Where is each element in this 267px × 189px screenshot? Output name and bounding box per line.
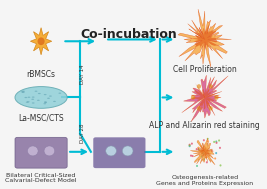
Ellipse shape xyxy=(15,87,67,108)
Ellipse shape xyxy=(203,139,205,141)
Ellipse shape xyxy=(205,156,207,158)
Ellipse shape xyxy=(53,101,56,102)
Ellipse shape xyxy=(197,106,201,111)
Text: Bilateral Critical-Sized
Calvarial-Defect Model: Bilateral Critical-Sized Calvarial-Defec… xyxy=(5,173,77,184)
FancyBboxPatch shape xyxy=(93,137,146,168)
Ellipse shape xyxy=(122,146,133,156)
Ellipse shape xyxy=(215,142,218,144)
Polygon shape xyxy=(190,23,218,51)
Ellipse shape xyxy=(49,95,52,97)
Polygon shape xyxy=(190,138,215,165)
Polygon shape xyxy=(30,28,52,55)
Ellipse shape xyxy=(189,144,191,146)
Text: Co-incubation: Co-incubation xyxy=(80,28,177,40)
Ellipse shape xyxy=(44,102,47,103)
Ellipse shape xyxy=(213,141,215,143)
Ellipse shape xyxy=(27,101,30,102)
Ellipse shape xyxy=(35,91,37,92)
Ellipse shape xyxy=(207,140,209,142)
Ellipse shape xyxy=(197,84,201,89)
Ellipse shape xyxy=(191,143,193,145)
Text: rBMSCs: rBMSCs xyxy=(27,70,56,79)
Ellipse shape xyxy=(38,93,41,94)
Ellipse shape xyxy=(209,84,213,89)
Ellipse shape xyxy=(219,147,221,149)
Text: Cell Proliferation: Cell Proliferation xyxy=(173,65,237,74)
Ellipse shape xyxy=(32,96,35,98)
Text: ALP and Alizarin red staining: ALP and Alizarin red staining xyxy=(150,121,260,130)
Ellipse shape xyxy=(191,95,195,100)
Ellipse shape xyxy=(215,140,217,143)
Ellipse shape xyxy=(219,164,222,167)
Ellipse shape xyxy=(214,157,216,160)
Ellipse shape xyxy=(189,145,191,147)
Ellipse shape xyxy=(209,106,213,111)
Ellipse shape xyxy=(28,146,38,156)
FancyBboxPatch shape xyxy=(15,137,67,168)
Ellipse shape xyxy=(28,97,30,98)
Ellipse shape xyxy=(196,165,198,167)
Ellipse shape xyxy=(58,93,61,94)
Ellipse shape xyxy=(214,95,219,100)
Ellipse shape xyxy=(201,155,202,157)
Ellipse shape xyxy=(106,146,116,156)
Ellipse shape xyxy=(37,100,40,101)
Ellipse shape xyxy=(44,94,46,95)
Ellipse shape xyxy=(47,98,50,99)
Ellipse shape xyxy=(26,101,29,103)
Ellipse shape xyxy=(203,158,205,160)
Ellipse shape xyxy=(22,91,25,92)
Ellipse shape xyxy=(200,150,202,152)
Polygon shape xyxy=(178,9,231,67)
Ellipse shape xyxy=(215,152,217,154)
Ellipse shape xyxy=(218,139,220,142)
Ellipse shape xyxy=(21,91,24,92)
Polygon shape xyxy=(182,75,228,122)
Polygon shape xyxy=(193,83,217,111)
Ellipse shape xyxy=(24,97,27,98)
Ellipse shape xyxy=(208,155,210,157)
Ellipse shape xyxy=(202,153,204,155)
Ellipse shape xyxy=(189,144,191,146)
Text: Osteogenesis-related
Genes and Proteins Expression: Osteogenesis-related Genes and Proteins … xyxy=(156,175,253,186)
Ellipse shape xyxy=(207,138,209,140)
Text: DAY 14: DAY 14 xyxy=(80,64,85,84)
Ellipse shape xyxy=(197,147,199,149)
Ellipse shape xyxy=(22,92,25,93)
Ellipse shape xyxy=(44,101,47,103)
Polygon shape xyxy=(197,145,212,158)
Ellipse shape xyxy=(196,148,198,150)
Ellipse shape xyxy=(198,148,200,150)
Ellipse shape xyxy=(201,150,203,153)
Text: La-MSC/CTS: La-MSC/CTS xyxy=(18,114,64,123)
Ellipse shape xyxy=(43,103,46,104)
Text: DAY 28: DAY 28 xyxy=(80,124,85,143)
Ellipse shape xyxy=(206,161,208,163)
Ellipse shape xyxy=(191,155,194,157)
Ellipse shape xyxy=(44,146,55,156)
Ellipse shape xyxy=(38,38,44,44)
Ellipse shape xyxy=(211,150,213,152)
Ellipse shape xyxy=(32,102,35,104)
Ellipse shape xyxy=(190,155,192,157)
Ellipse shape xyxy=(31,99,34,100)
